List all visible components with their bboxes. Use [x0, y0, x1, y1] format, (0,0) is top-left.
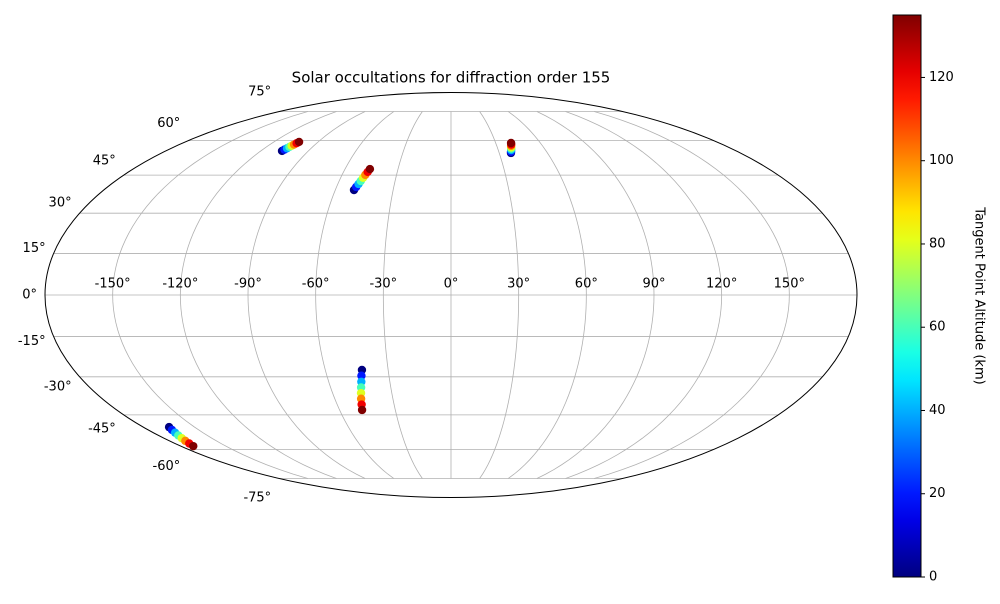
y-tick-label: 45° [93, 153, 116, 168]
x-tick-label: 90° [642, 277, 665, 292]
grid-line [247, 111, 366, 479]
chart-title: Solar occultations for diffraction order… [292, 69, 611, 87]
colorbar-tick-label: 40 [929, 403, 946, 418]
grid-line [565, 111, 723, 479]
colorbar-tick-label: 60 [929, 320, 946, 335]
grid-line [508, 111, 587, 479]
scatter-point [189, 441, 198, 451]
x-tick-label: -150° [95, 277, 131, 292]
grid-line [179, 111, 337, 479]
scatter-point [365, 164, 375, 174]
grid-line [315, 111, 394, 479]
grid-line [479, 111, 520, 479]
grid-line [536, 111, 655, 479]
map-outline [44, 92, 858, 498]
y-tick-label: 0° [22, 288, 37, 303]
x-tick-label: 150° [774, 277, 805, 292]
x-tick-label: 30° [507, 277, 530, 292]
scatter-point [357, 371, 366, 380]
x-tick-label: 120° [706, 277, 737, 292]
colorbar-tick-label: 100 [929, 153, 954, 168]
colorbar [892, 14, 922, 578]
colorbar-tick-label: 80 [929, 236, 946, 251]
y-tick-label: -60° [153, 459, 181, 474]
colorbar-tick-label: 0 [929, 570, 937, 585]
scatter-point [506, 138, 516, 148]
colorbar-tick-label: 120 [929, 70, 954, 85]
x-tick-label: -30° [369, 277, 397, 292]
x-tick-label: -90° [234, 277, 262, 292]
y-tick-label: 75° [248, 85, 271, 100]
y-tick-label: 60° [157, 116, 180, 131]
y-tick-label: -15° [18, 334, 46, 349]
scatter-point [357, 405, 367, 415]
x-tick-label: 60° [575, 277, 598, 292]
y-tick-label: -30° [44, 379, 72, 394]
colorbar-tick-label: 20 [929, 486, 946, 501]
x-tick-label: -60° [302, 277, 330, 292]
y-tick-label: -75° [243, 490, 271, 505]
scatter-point [294, 137, 304, 147]
y-tick-label: -45° [88, 422, 116, 437]
x-tick-label: -120° [162, 277, 198, 292]
grid-line [594, 111, 790, 479]
grid-line [382, 111, 423, 479]
y-tick-label: 15° [23, 241, 46, 256]
x-tick-label: 0° [444, 277, 459, 292]
colorbar-label: Tangent Point Altitude (km) [972, 206, 987, 384]
y-tick-label: 30° [49, 196, 72, 211]
grid-line [112, 111, 308, 479]
